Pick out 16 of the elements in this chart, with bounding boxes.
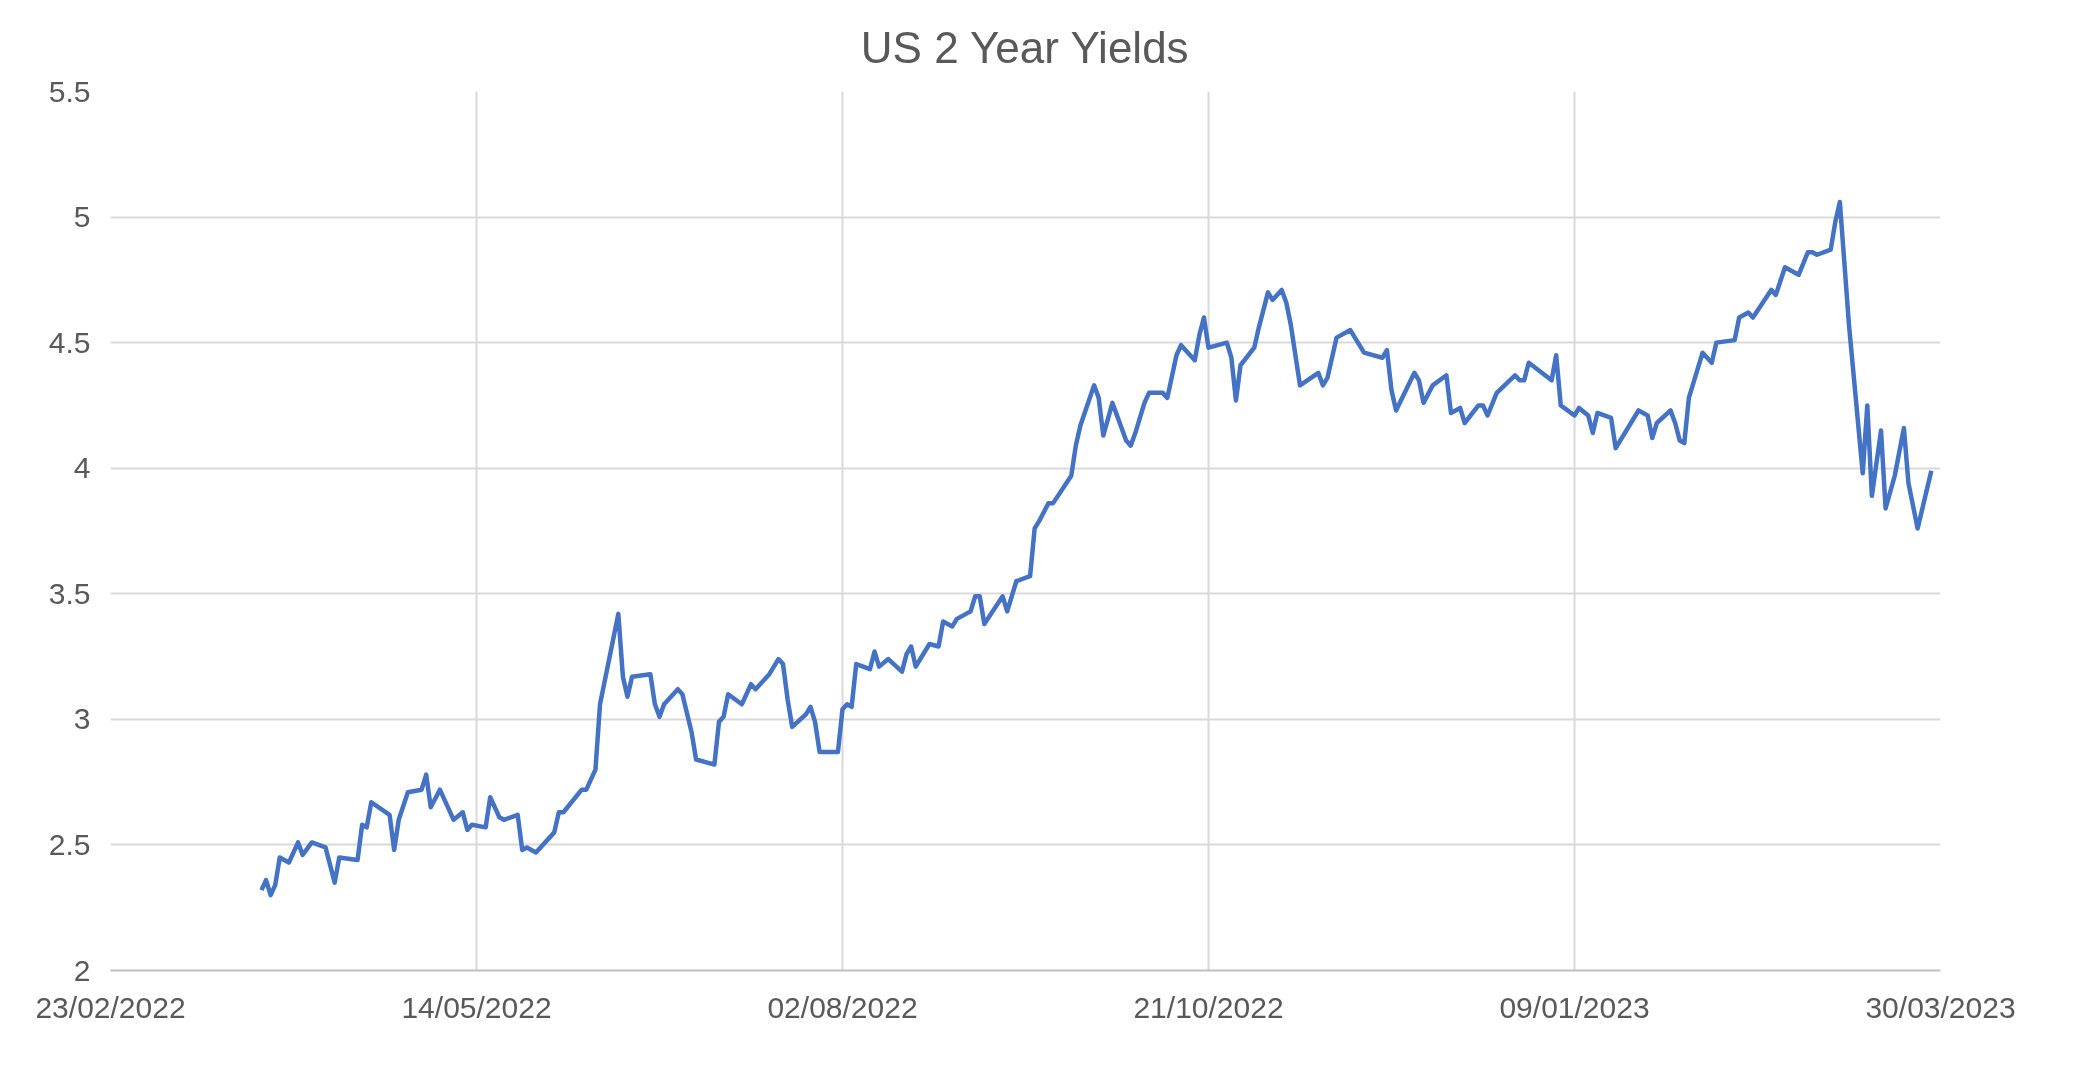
y-tick-label: 4	[73, 451, 91, 485]
x-tick-label: 09/01/2023	[1499, 990, 1650, 1024]
y-tick-label: 2.5	[48, 827, 91, 861]
x-tick-label: 23/02/2022	[35, 990, 186, 1024]
y-tick-label: 4.5	[48, 325, 91, 359]
x-tick-label: 30/03/2023	[1865, 990, 2016, 1024]
line-series	[259, 199, 1934, 898]
x-tick-label: 14/05/2022	[401, 990, 552, 1024]
y-tick-label: 5	[73, 200, 91, 234]
y-tick-label: 3	[73, 702, 91, 736]
y-tick-label: 3.5	[48, 576, 91, 610]
chart-title: US 2 Year Yields	[860, 22, 1189, 72]
x-tick-label: 21/10/2022	[1133, 990, 1284, 1024]
y-tick-label: 5.5	[48, 74, 91, 108]
x-tick-label: 02/08/2022	[767, 990, 918, 1024]
y-tick-label: 2	[73, 953, 91, 987]
